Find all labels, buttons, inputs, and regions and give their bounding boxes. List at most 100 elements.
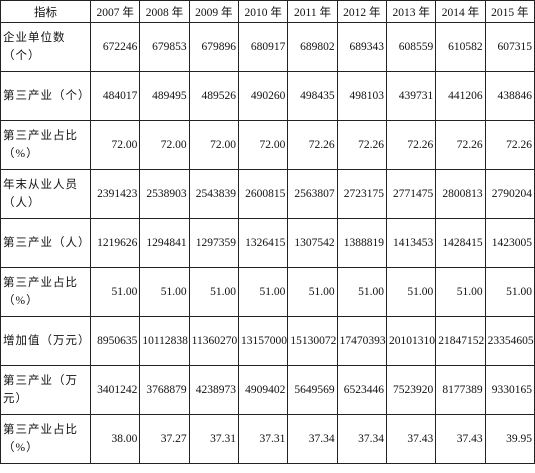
value-cell: 2538903 [139,169,190,219]
value-cell: 1388819 [336,218,387,268]
table-row: 第三产业占比（%） 72.00 72.00 72.00 72.00 72.26 72.26 7… [0,120,535,170]
row-label: 第三产业（人） [0,218,91,268]
value-cell: 7523920 [385,365,437,415]
value-cell: 51.00 [287,267,338,317]
value-cell: 2563807 [287,169,338,219]
value-cell: 610582 [435,22,486,72]
value-cell: 51.00 [237,267,289,317]
value-cell: 1326415 [237,218,289,268]
table-row: 第三产业（人） 1219626 1294841 1297359 1326415 13075… [0,218,535,268]
value-cell: 607315 [484,22,535,72]
value-cell: 13157000 [237,316,289,366]
header-cell: 2013 年 [385,0,437,23]
value-cell: 2790204 [484,169,535,219]
value-cell: 4909402 [237,365,289,415]
row-label: 第三产业（万元） [0,365,91,415]
value-cell: 1428415 [435,218,486,268]
value-cell: 1307542 [287,218,338,268]
value-cell: 38.00 [89,414,141,464]
header-cell: 2007 年 [89,0,141,23]
row-label: 企业单位数（个） [0,22,91,72]
value-cell: 3768879 [139,365,190,415]
row-label: 第三产业占比（%） [0,120,91,170]
value-cell: 37.34 [336,414,387,464]
value-cell: 2800813 [435,169,486,219]
value-cell: 672246 [89,22,141,72]
value-cell: 1297359 [188,218,239,268]
value-cell: 51.00 [435,267,486,317]
header-cell: 2014 年 [435,0,486,23]
header-cell: 2009 年 [188,0,239,23]
value-cell: 1219626 [89,218,141,268]
value-cell: 72.26 [385,120,437,170]
value-cell: 17470393 [336,316,387,366]
row-label: 第三产业占比（%） [0,267,91,317]
value-cell: 2600815 [237,169,289,219]
table-row: 第三产业占比（%） 38.00 37.27 37.31 37.31 37.34 37.34 3… [0,414,535,464]
value-cell: 9330165 [484,365,535,415]
table-row: 第三产业（万元） 3401242 3768879 4238973 4909402 5649… [0,365,535,415]
value-cell: 51.00 [484,267,535,317]
value-cell: 72.26 [287,120,338,170]
value-cell: 498103 [336,71,387,121]
value-cell: 10112838 [139,316,190,366]
table-row: 年末从业人员（人） 2391423 2538903 2543839 2600815 256… [0,169,535,219]
value-cell: 2391423 [89,169,141,219]
value-cell: 51.00 [385,267,437,317]
value-cell: 1413453 [385,218,437,268]
value-cell: 6523446 [336,365,387,415]
value-cell: 484017 [89,71,141,121]
value-cell: 15130072 [287,316,338,366]
value-cell: 51.00 [89,267,141,317]
table-row: 增加值（万元） 8950635 10112838 11360270 13157000 15… [0,316,535,366]
value-cell: 51.00 [139,267,190,317]
value-cell: 498435 [287,71,338,121]
row-label: 增加值（万元） [0,316,91,366]
value-cell: 51.00 [188,267,239,317]
value-cell: 39.95 [484,414,535,464]
value-cell: 489526 [188,71,239,121]
table-row: 第三产业（个） 484017 489495 489526 490260 498435 498… [0,71,535,121]
value-cell: 438846 [484,71,535,121]
value-cell: 37.34 [287,414,338,464]
value-cell: 72.26 [484,120,535,170]
value-cell: 4238973 [188,365,239,415]
value-cell: 11360270 [188,316,239,366]
header-cell: 2012 年 [336,0,387,23]
value-cell: 72.26 [435,120,486,170]
value-cell: 20101310 [385,316,437,366]
value-cell: 680917 [237,22,289,72]
value-cell: 3401242 [89,365,141,415]
value-cell: 72.26 [336,120,387,170]
header-cell: 2011 年 [287,0,338,23]
value-cell: 5649569 [287,365,338,415]
value-cell: 1294841 [139,218,190,268]
value-cell: 689343 [336,22,387,72]
value-cell: 679853 [139,22,190,72]
value-cell: 608559 [385,22,437,72]
header-row: 指标 2007 年 2008 年 2009 年 2010 年 2011 年 2012 年 20… [0,0,535,23]
value-cell: 8177389 [435,365,486,415]
value-cell: 72.00 [139,120,190,170]
value-cell: 23354605 [484,316,535,366]
value-cell: 72.00 [188,120,239,170]
value-cell: 21847152 [435,316,486,366]
value-cell: 679896 [188,22,239,72]
value-cell: 72.00 [89,120,141,170]
value-cell: 51.00 [336,267,387,317]
value-cell: 37.31 [237,414,289,464]
value-cell: 37.27 [139,414,190,464]
value-cell: 489495 [139,71,190,121]
value-cell: 2723175 [336,169,387,219]
value-cell: 8950635 [89,316,141,366]
value-cell: 37.43 [385,414,437,464]
value-cell: 2771475 [385,169,437,219]
table-row: 第三产业占比（%） 51.00 51.00 51.00 51.00 51.00 51.00 5… [0,267,535,317]
row-label: 第三产业（个） [0,71,91,121]
value-cell: 37.43 [435,414,486,464]
header-cell: 2008 年 [139,0,190,23]
value-cell: 1423005 [484,218,535,268]
value-cell: 490260 [237,71,289,121]
